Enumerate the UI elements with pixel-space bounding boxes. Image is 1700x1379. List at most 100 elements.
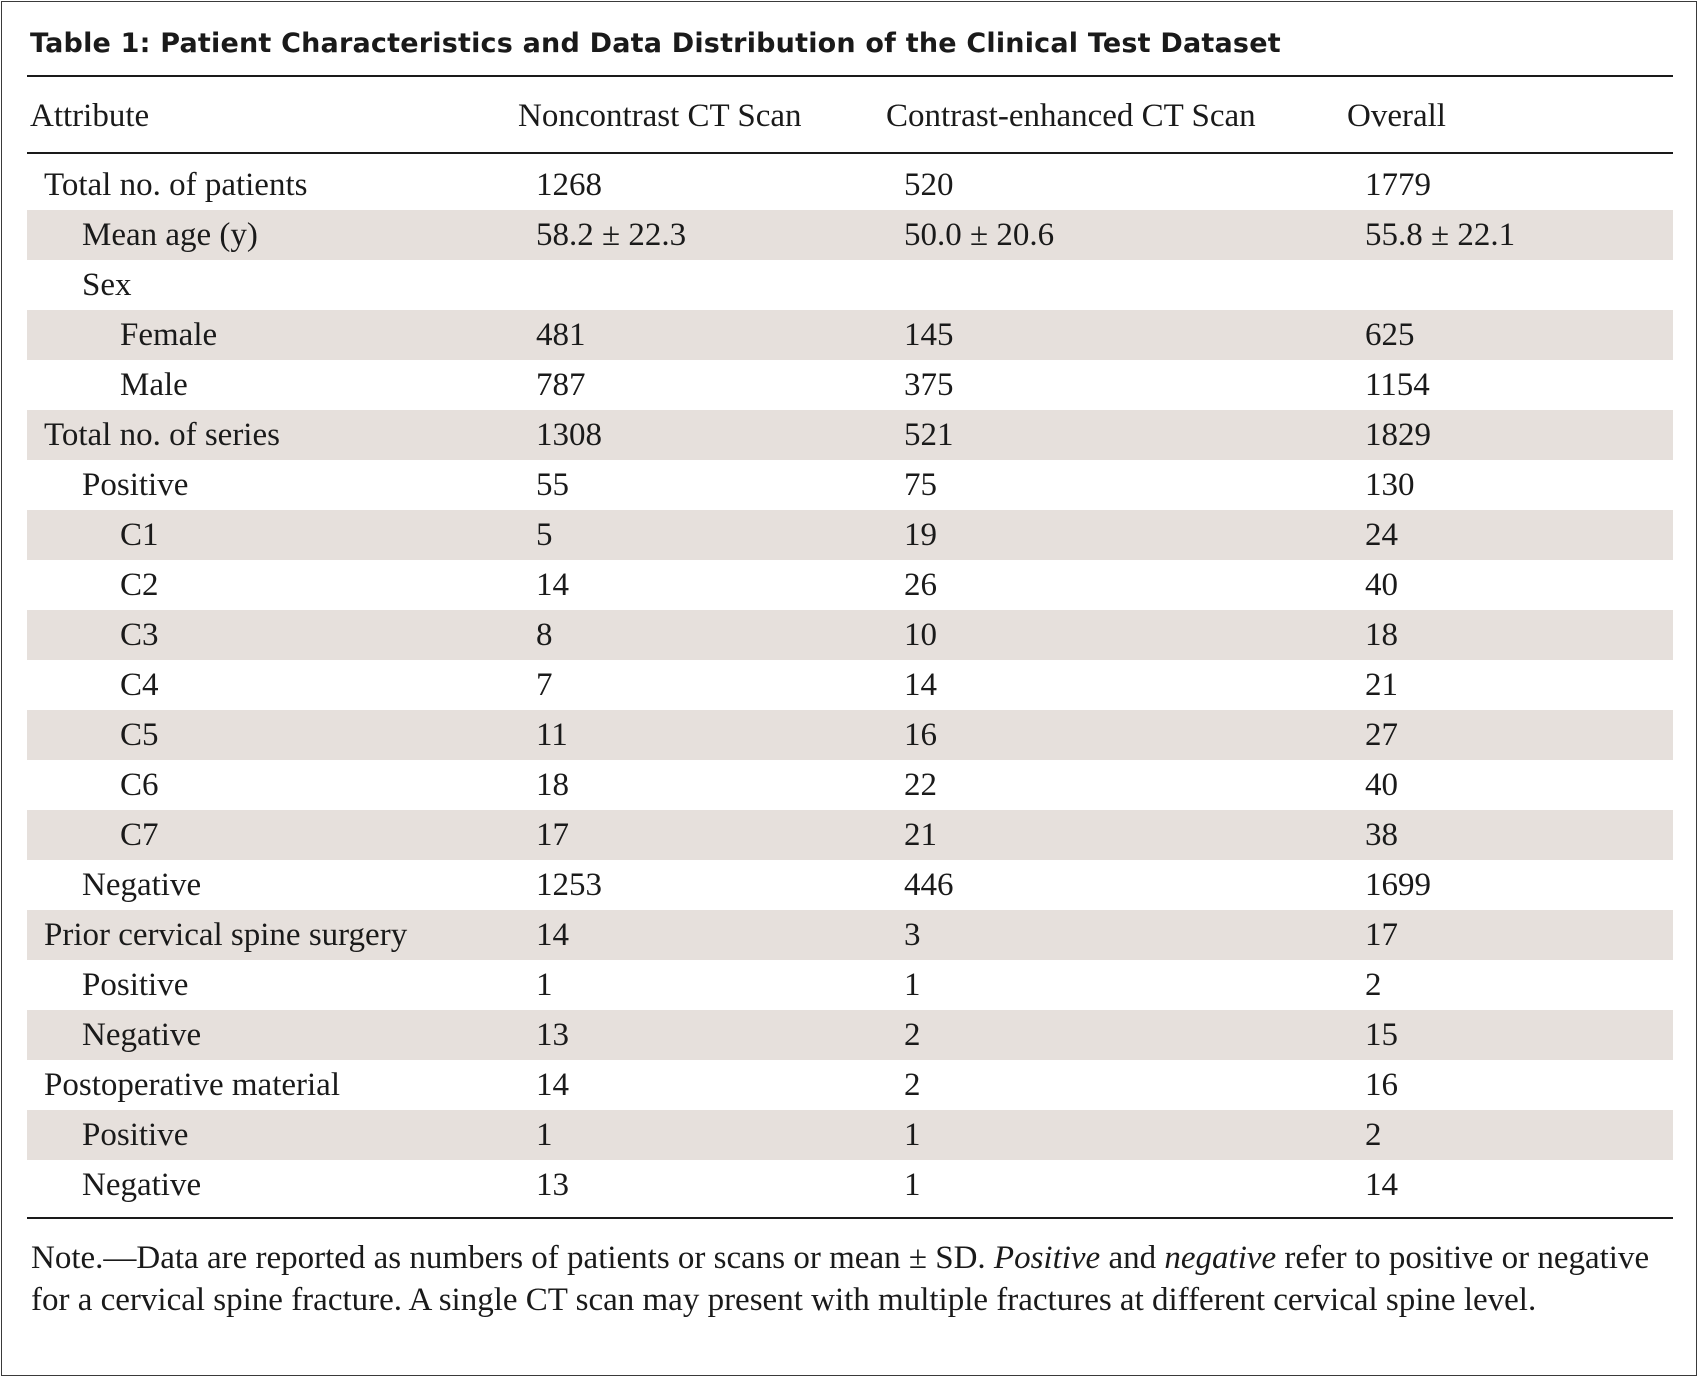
cell-noncontrast: 58.2 ± 22.3 xyxy=(536,217,687,253)
table-title: Table 1: Patient Characteristics and Dat… xyxy=(30,28,1281,59)
cell-overall: 21 xyxy=(1365,667,1398,703)
row-label: C2 xyxy=(120,567,159,603)
cell-overall: 27 xyxy=(1365,717,1398,753)
header-rule xyxy=(27,152,1673,154)
column-header-contrast-enhanced: Contrast-enhanced CT Scan xyxy=(886,98,1256,134)
row-label: C5 xyxy=(120,717,159,753)
table-row: Negative 1253 446 1699 xyxy=(27,860,1673,910)
cell-overall: 2 xyxy=(1365,1117,1382,1153)
cell-contrast-enhanced: 375 xyxy=(904,367,954,403)
cell-noncontrast: 11 xyxy=(536,717,568,753)
cell-contrast-enhanced: 521 xyxy=(904,417,954,453)
table-row: Negative 13 1 14 xyxy=(27,1160,1673,1210)
row-label: C1 xyxy=(120,517,159,553)
cell-contrast-enhanced: 14 xyxy=(904,667,937,703)
table-row: Positive 1 1 2 xyxy=(27,1110,1673,1160)
cell-contrast-enhanced: 1 xyxy=(904,1117,921,1153)
cell-contrast-enhanced: 19 xyxy=(904,517,937,553)
cell-overall: 1699 xyxy=(1365,867,1431,903)
cell-overall: 38 xyxy=(1365,817,1398,853)
table-row: C6 18 22 40 xyxy=(27,760,1673,810)
cell-overall: 40 xyxy=(1365,767,1398,803)
cell-noncontrast: 18 xyxy=(536,767,569,803)
cell-overall: 14 xyxy=(1365,1167,1398,1203)
cell-overall: 1829 xyxy=(1365,417,1431,453)
table-row: Total no. of patients 1268 520 1779 xyxy=(27,160,1673,210)
cell-overall: 18 xyxy=(1365,617,1398,653)
cell-noncontrast: 1308 xyxy=(536,417,602,453)
cell-noncontrast: 1268 xyxy=(536,167,602,203)
row-label: Female xyxy=(120,317,218,353)
cell-contrast-enhanced: 446 xyxy=(904,867,954,903)
table-row: Positive 1 1 2 xyxy=(27,960,1673,1010)
table-row: C3 8 10 18 xyxy=(27,610,1673,660)
cell-contrast-enhanced: 1 xyxy=(904,1167,921,1203)
row-label: Prior cervical spine surgery xyxy=(44,917,408,953)
column-header-noncontrast: Noncontrast CT Scan xyxy=(518,98,802,134)
cell-contrast-enhanced: 26 xyxy=(904,567,937,603)
cell-overall: 1779 xyxy=(1365,167,1431,203)
note-mid: and xyxy=(1100,1240,1165,1276)
row-label: Sex xyxy=(82,267,132,303)
table-body: Total no. of patients 1268 520 1779 Mean age… xyxy=(27,160,1673,1210)
cell-noncontrast: 14 xyxy=(536,917,569,953)
cell-contrast-enhanced: 2 xyxy=(904,1067,921,1103)
note-italic-positive: Positive xyxy=(993,1240,1101,1276)
cell-contrast-enhanced: 21 xyxy=(904,817,937,853)
table-row: Prior cervical spine surgery 14 3 17 xyxy=(27,910,1673,960)
cell-noncontrast: 55 xyxy=(536,467,569,503)
table-row: Mean age (y) 58.2 ± 22.3 50.0 ± 20.6 55.8 ±… xyxy=(27,210,1673,260)
cell-contrast-enhanced: 1 xyxy=(904,967,921,1003)
cell-noncontrast: 7 xyxy=(536,667,553,703)
row-label: Mean age (y) xyxy=(82,217,258,253)
cell-noncontrast: 13 xyxy=(536,1167,569,1203)
table-row: C5 11 16 27 xyxy=(27,710,1673,760)
cell-overall: 2 xyxy=(1365,967,1382,1003)
column-header-overall: Overall xyxy=(1347,98,1446,134)
cell-overall: 55.8 ± 22.1 xyxy=(1365,217,1516,253)
row-label: Male xyxy=(120,367,188,403)
cell-overall: 40 xyxy=(1365,567,1398,603)
row-label: Total no. of patients xyxy=(44,167,308,203)
cell-noncontrast: 481 xyxy=(536,317,586,353)
row-label: Positive xyxy=(82,967,189,1003)
cell-overall: 24 xyxy=(1365,517,1398,553)
cell-contrast-enhanced: 145 xyxy=(904,317,954,353)
cell-contrast-enhanced: 10 xyxy=(904,617,937,653)
row-label: Total no. of series xyxy=(44,417,280,453)
cell-overall: 17 xyxy=(1365,917,1398,953)
table-row: Negative 13 2 15 xyxy=(27,1010,1673,1060)
cell-contrast-enhanced: 50.0 ± 20.6 xyxy=(904,217,1055,253)
cell-noncontrast: 1 xyxy=(536,967,553,1003)
table-row: Female 481 145 625 xyxy=(27,310,1673,360)
cell-overall: 1154 xyxy=(1365,367,1430,403)
cell-contrast-enhanced: 520 xyxy=(904,167,954,203)
cell-contrast-enhanced: 75 xyxy=(904,467,937,503)
table-row: Sex xyxy=(27,260,1673,310)
table-row: C1 5 19 24 xyxy=(27,510,1673,560)
cell-contrast-enhanced: 3 xyxy=(904,917,921,953)
row-label: C3 xyxy=(120,617,159,653)
row-label: Negative xyxy=(82,1017,202,1053)
column-header-attribute: Attribute xyxy=(30,98,150,134)
note-suffix: refer to positive or negative for a cerv… xyxy=(31,1240,1650,1318)
cell-contrast-enhanced: 2 xyxy=(904,1017,921,1053)
cell-overall: 15 xyxy=(1365,1017,1398,1053)
cell-contrast-enhanced: 22 xyxy=(904,767,937,803)
table-row: C2 14 26 40 xyxy=(27,560,1673,610)
row-label: Negative xyxy=(82,1167,202,1203)
row-label: C6 xyxy=(120,767,159,803)
cell-noncontrast: 5 xyxy=(536,517,553,553)
note-prefix: Note.—Data are reported as numbers of pa… xyxy=(31,1240,994,1276)
cell-overall: 16 xyxy=(1365,1067,1398,1103)
cell-overall: 130 xyxy=(1365,467,1415,503)
cell-overall: 625 xyxy=(1365,317,1415,353)
cell-noncontrast: 14 xyxy=(536,1067,569,1103)
cell-noncontrast: 14 xyxy=(536,567,569,603)
table-row: Positive 55 75 130 xyxy=(27,460,1673,510)
row-label: Positive xyxy=(82,1117,189,1153)
table-header-row: Attribute Noncontrast CT Scan Contrast-e… xyxy=(0,82,1700,150)
cell-contrast-enhanced: 16 xyxy=(904,717,937,753)
row-label: Negative xyxy=(82,867,202,903)
row-label: Positive xyxy=(82,467,189,503)
